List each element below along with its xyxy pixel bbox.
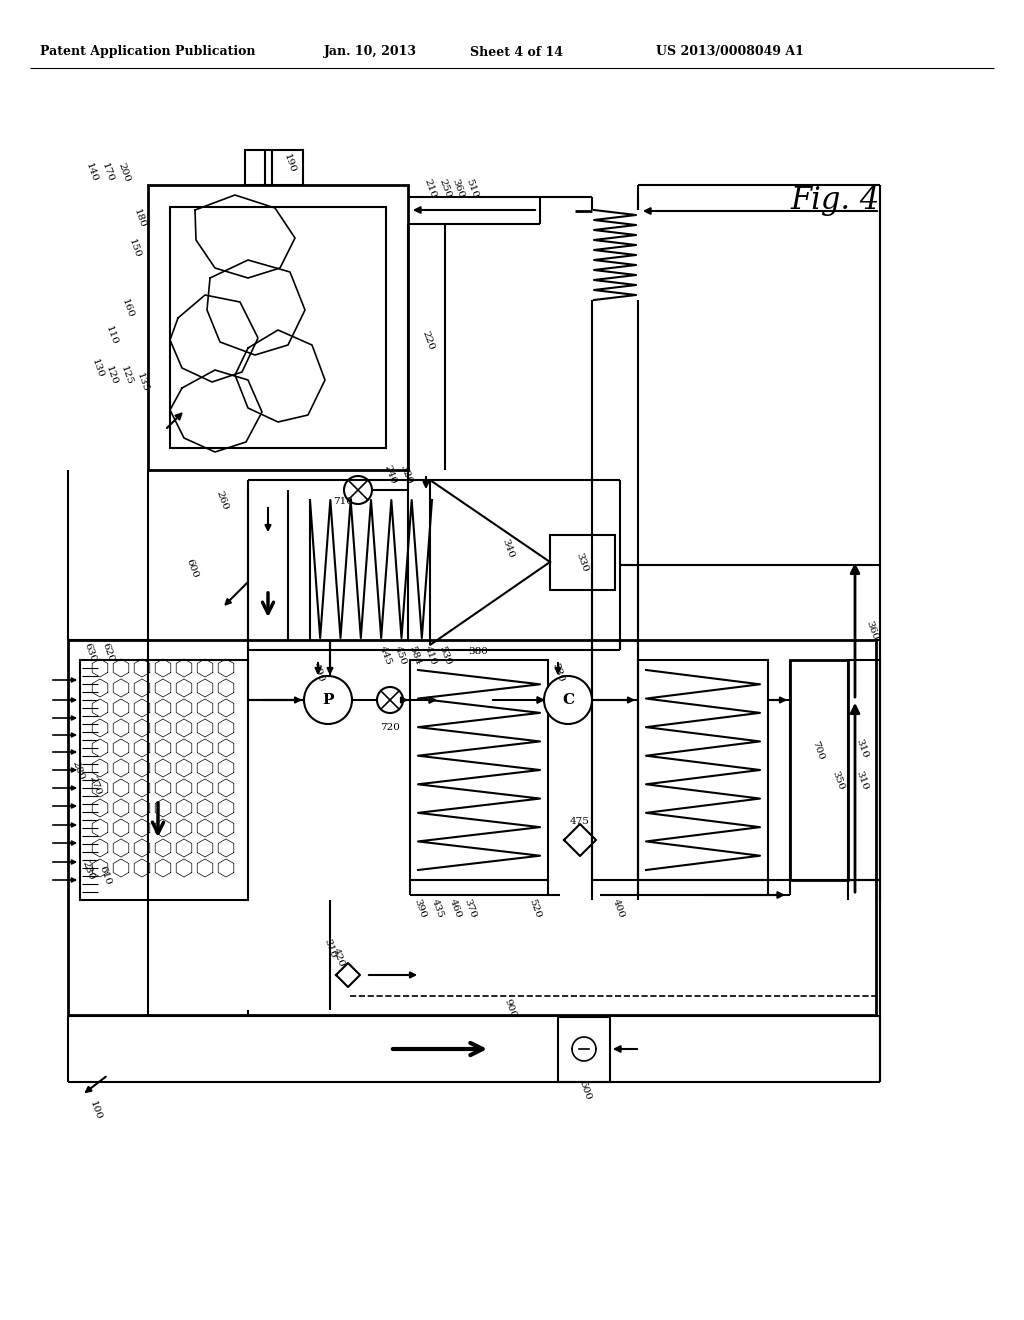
Text: 370: 370 — [463, 898, 477, 919]
Text: Sheet 4 of 14: Sheet 4 of 14 — [469, 45, 562, 58]
Text: 500: 500 — [578, 1080, 593, 1101]
Text: 110: 110 — [104, 325, 120, 346]
Text: 710: 710 — [333, 498, 353, 507]
Text: 230: 230 — [80, 859, 95, 880]
Text: 360: 360 — [451, 177, 466, 199]
Text: US 2013/0008049 A1: US 2013/0008049 A1 — [656, 45, 804, 58]
Text: 520: 520 — [527, 898, 543, 919]
Text: 510: 510 — [464, 177, 479, 199]
Circle shape — [544, 676, 592, 723]
Text: 720: 720 — [380, 723, 400, 733]
Text: 250: 250 — [437, 177, 453, 199]
Text: 310: 310 — [854, 770, 869, 791]
Text: 240: 240 — [382, 463, 397, 484]
Text: 180: 180 — [132, 207, 147, 228]
Text: 410: 410 — [422, 644, 437, 665]
Text: 584: 584 — [408, 644, 423, 665]
Text: 700: 700 — [810, 739, 825, 760]
Text: 280: 280 — [71, 759, 86, 781]
Text: 260: 260 — [214, 490, 229, 511]
Text: 400: 400 — [610, 898, 626, 919]
Text: 390: 390 — [413, 898, 428, 919]
Text: 125: 125 — [120, 364, 134, 385]
Text: 340: 340 — [501, 537, 516, 558]
Text: Patent Application Publication: Patent Application Publication — [40, 45, 256, 58]
Text: C: C — [562, 693, 574, 708]
Bar — [170, 207, 386, 447]
Bar — [638, 660, 768, 880]
Text: 530: 530 — [550, 661, 565, 682]
Text: 600: 600 — [184, 557, 200, 579]
Text: Jan. 10, 2013: Jan. 10, 2013 — [324, 45, 417, 58]
Text: 350: 350 — [830, 770, 846, 791]
Bar — [790, 660, 848, 880]
Circle shape — [377, 686, 403, 713]
Text: 450: 450 — [392, 644, 408, 665]
Text: 445: 445 — [378, 644, 392, 665]
Text: P: P — [323, 693, 334, 708]
Text: 170: 170 — [100, 161, 116, 183]
Text: 140: 140 — [84, 161, 99, 183]
Bar — [410, 660, 548, 880]
Text: 475: 475 — [570, 817, 590, 826]
Bar — [550, 535, 615, 590]
Text: 320: 320 — [398, 463, 414, 484]
Text: 210: 210 — [422, 177, 437, 199]
Bar — [80, 660, 248, 900]
Text: 310: 310 — [323, 937, 338, 958]
Text: 100: 100 — [88, 1100, 103, 1121]
Text: 380: 380 — [468, 648, 488, 656]
Text: 360: 360 — [864, 619, 880, 642]
Text: 420: 420 — [331, 946, 346, 968]
Text: 310: 310 — [854, 737, 869, 759]
Text: 150: 150 — [127, 238, 142, 259]
Text: Fig. 4: Fig. 4 — [790, 185, 880, 215]
Text: 330: 330 — [574, 552, 590, 573]
Text: 200: 200 — [117, 161, 132, 183]
Text: 190: 190 — [283, 152, 298, 174]
Text: 120: 120 — [104, 364, 120, 385]
Text: 270: 270 — [87, 774, 102, 796]
Text: 620: 620 — [100, 642, 116, 663]
Bar — [68, 640, 876, 1015]
Text: 160: 160 — [121, 297, 135, 319]
Text: 610: 610 — [97, 865, 113, 886]
Text: 220: 220 — [421, 329, 435, 351]
Text: 435: 435 — [429, 898, 444, 919]
Text: 130: 130 — [90, 358, 105, 379]
Text: 460: 460 — [447, 898, 463, 919]
Text: 135: 135 — [135, 371, 151, 393]
Bar — [148, 185, 408, 470]
Text: 490: 490 — [310, 661, 326, 682]
Text: 530: 530 — [437, 644, 453, 665]
Bar — [558, 1016, 610, 1082]
Text: 900: 900 — [503, 997, 517, 1019]
Bar — [245, 150, 303, 185]
Text: 630: 630 — [82, 642, 97, 663]
Circle shape — [304, 676, 352, 723]
